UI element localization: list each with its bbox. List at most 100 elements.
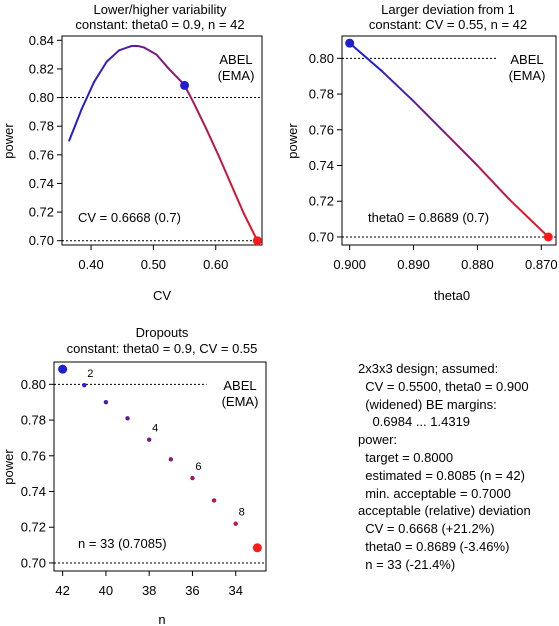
- summary-line: 0.6984 ... 1.4319: [358, 414, 471, 430]
- chart-title: Larger deviation from 1: [381, 2, 515, 17]
- summary-line: n = 33 (-21.4%): [358, 556, 456, 572]
- legend-line-2: (EMA): [509, 68, 546, 83]
- x-tick-label: 40: [99, 583, 113, 598]
- summary-line: min. acceptable = 0.7000: [358, 485, 511, 501]
- data-point: [103, 399, 109, 405]
- y-tick-label: 0.76: [29, 147, 54, 162]
- data-point: [252, 236, 262, 246]
- series-line-segment: [143, 46, 158, 56]
- y-tick-label: 0.78: [29, 119, 54, 134]
- legend-line-1: ABEL: [510, 52, 543, 67]
- series-line-segment: [444, 132, 479, 167]
- data-point: [146, 437, 152, 442]
- series-line-segment: [380, 69, 415, 103]
- plot-layer: 0.70 0.72 0.74 0.76 0.78 0.80 0.82 0.84 0.40 0.50…: [29, 33, 262, 272]
- y-tick-label: 0.74: [21, 484, 46, 499]
- point-label: 8: [239, 507, 245, 519]
- data-point: [233, 521, 238, 526]
- chart-annotation: theta0 = 0.8689 (0.7): [368, 210, 489, 225]
- series-line-segment: [105, 49, 121, 63]
- x-axis-label: n: [158, 612, 165, 626]
- y-tick-label: 0.76: [21, 448, 46, 463]
- x-tick-label: 34: [228, 583, 242, 598]
- y-tick-label: 0.78: [21, 413, 46, 428]
- x-tick-label: 0.890: [397, 257, 430, 272]
- series-line-segment: [476, 164, 511, 201]
- series-line-segment: [155, 53, 170, 70]
- data-point: [252, 543, 262, 553]
- x-tick-label: 0.870: [525, 257, 558, 272]
- x-tick-label: 0.50: [141, 257, 166, 272]
- chart-panel-n: Dropouts constant: theta0 = 0.9, CV = 0.…: [1, 325, 267, 626]
- design-summary: 2x3x3 design; assumed: CV = 0.5500, thet…: [358, 360, 554, 574]
- series-line-segment: [118, 45, 133, 52]
- series-line-segment: [192, 102, 208, 131]
- data-point: [180, 80, 190, 90]
- summary-line: (widened) BE margins:: [358, 396, 497, 412]
- chart-title: Lower/higher variability: [94, 2, 227, 17]
- data-point: [345, 38, 355, 48]
- series-line-segment: [217, 155, 233, 186]
- point-label: 4: [152, 423, 158, 435]
- x-tick-label: 42: [55, 583, 69, 598]
- plot-frame: [53, 361, 267, 572]
- chart-annotation: CV = 0.6668 (0.7): [78, 210, 181, 225]
- plot-layer: 0.70 0.72 0.74 0.76 0.78 0.80 42 40 38 36 34 2 4 6 8: [21, 364, 266, 598]
- series-line-segment: [230, 183, 245, 215]
- series-line-segment: [348, 42, 383, 72]
- chart-title: Dropouts: [136, 325, 189, 340]
- y-tick-label: 0.72: [21, 520, 46, 535]
- legend-line-2: (EMA): [222, 394, 259, 409]
- data-point: [190, 475, 195, 481]
- x-tick-label: 0.60: [203, 257, 228, 272]
- y-tick-label: 0.80: [21, 377, 46, 392]
- point-label: 6: [195, 461, 201, 473]
- y-tick-label: 0.70: [309, 229, 334, 244]
- data-point: [82, 383, 87, 388]
- y-tick-label: 0.74: [29, 176, 54, 191]
- y-tick-label: 0.80: [309, 51, 334, 66]
- data-point: [58, 364, 68, 374]
- x-axis-label: CV: [153, 288, 171, 303]
- data-point: [125, 416, 130, 421]
- series-line-segment: [68, 108, 83, 142]
- data-point: [211, 498, 217, 503]
- y-tick-label: 0.72: [309, 194, 334, 209]
- series-line-segment: [205, 128, 220, 158]
- x-tick-label: 0.40: [78, 257, 103, 272]
- series-line-segment: [93, 60, 108, 83]
- summary-line: theta0 = 0.8689 (-3.46%): [358, 538, 510, 554]
- plot-layer: 0.70 0.72 0.74 0.76 0.78 0.80 0.900 0.890 0.880 0…: [309, 38, 558, 272]
- legend-line-1: ABEL: [223, 378, 256, 393]
- data-point: [168, 457, 174, 462]
- y-tick-label: 0.78: [309, 87, 334, 102]
- legend-line-1: ABEL: [219, 52, 252, 67]
- chart-annotation: n = 33 (0.7085): [78, 536, 167, 551]
- chart-subtitle: constant: theta0 = 0.9, n = 42: [75, 17, 244, 32]
- summary-line: power:: [358, 432, 398, 448]
- y-axis-label: power: [285, 123, 300, 159]
- series-line-segment: [242, 212, 259, 242]
- series-line-segment: [508, 198, 550, 238]
- y-tick-label: 0.82: [29, 61, 54, 76]
- summary-line: acceptable (relative) deviation: [358, 503, 531, 519]
- chart-subtitle: constant: theta0 = 0.9, CV = 0.55: [67, 341, 258, 356]
- chart-panel-cv: Lower/higher variability constant: theta…: [1, 2, 263, 303]
- point-label: 2: [87, 368, 93, 380]
- summary-line: estimated = 0.8085 (n = 42): [358, 467, 525, 483]
- chart-subtitle: constant: CV = 0.55, n = 42: [369, 17, 527, 32]
- y-tick-label: 0.84: [29, 33, 54, 48]
- x-tick-label: 38: [142, 583, 156, 598]
- y-tick-label: 0.80: [29, 90, 54, 105]
- y-axis-label: power: [1, 449, 16, 485]
- summary-line: 2x3x3 design; assumed:: [358, 361, 499, 376]
- series-line-segment: [80, 80, 96, 111]
- summary-line: CV = 0.6668 (+21.2%): [358, 521, 495, 537]
- series-line-segment: [412, 100, 447, 135]
- y-tick-label: 0.76: [309, 122, 334, 137]
- y-tick-label: 0.74: [309, 158, 334, 173]
- x-axis-label: theta0: [434, 288, 470, 303]
- chart-panel-theta0: Larger deviation from 1 constant: CV = 0…: [285, 2, 558, 303]
- summary-line: target = 0.8000: [358, 449, 454, 465]
